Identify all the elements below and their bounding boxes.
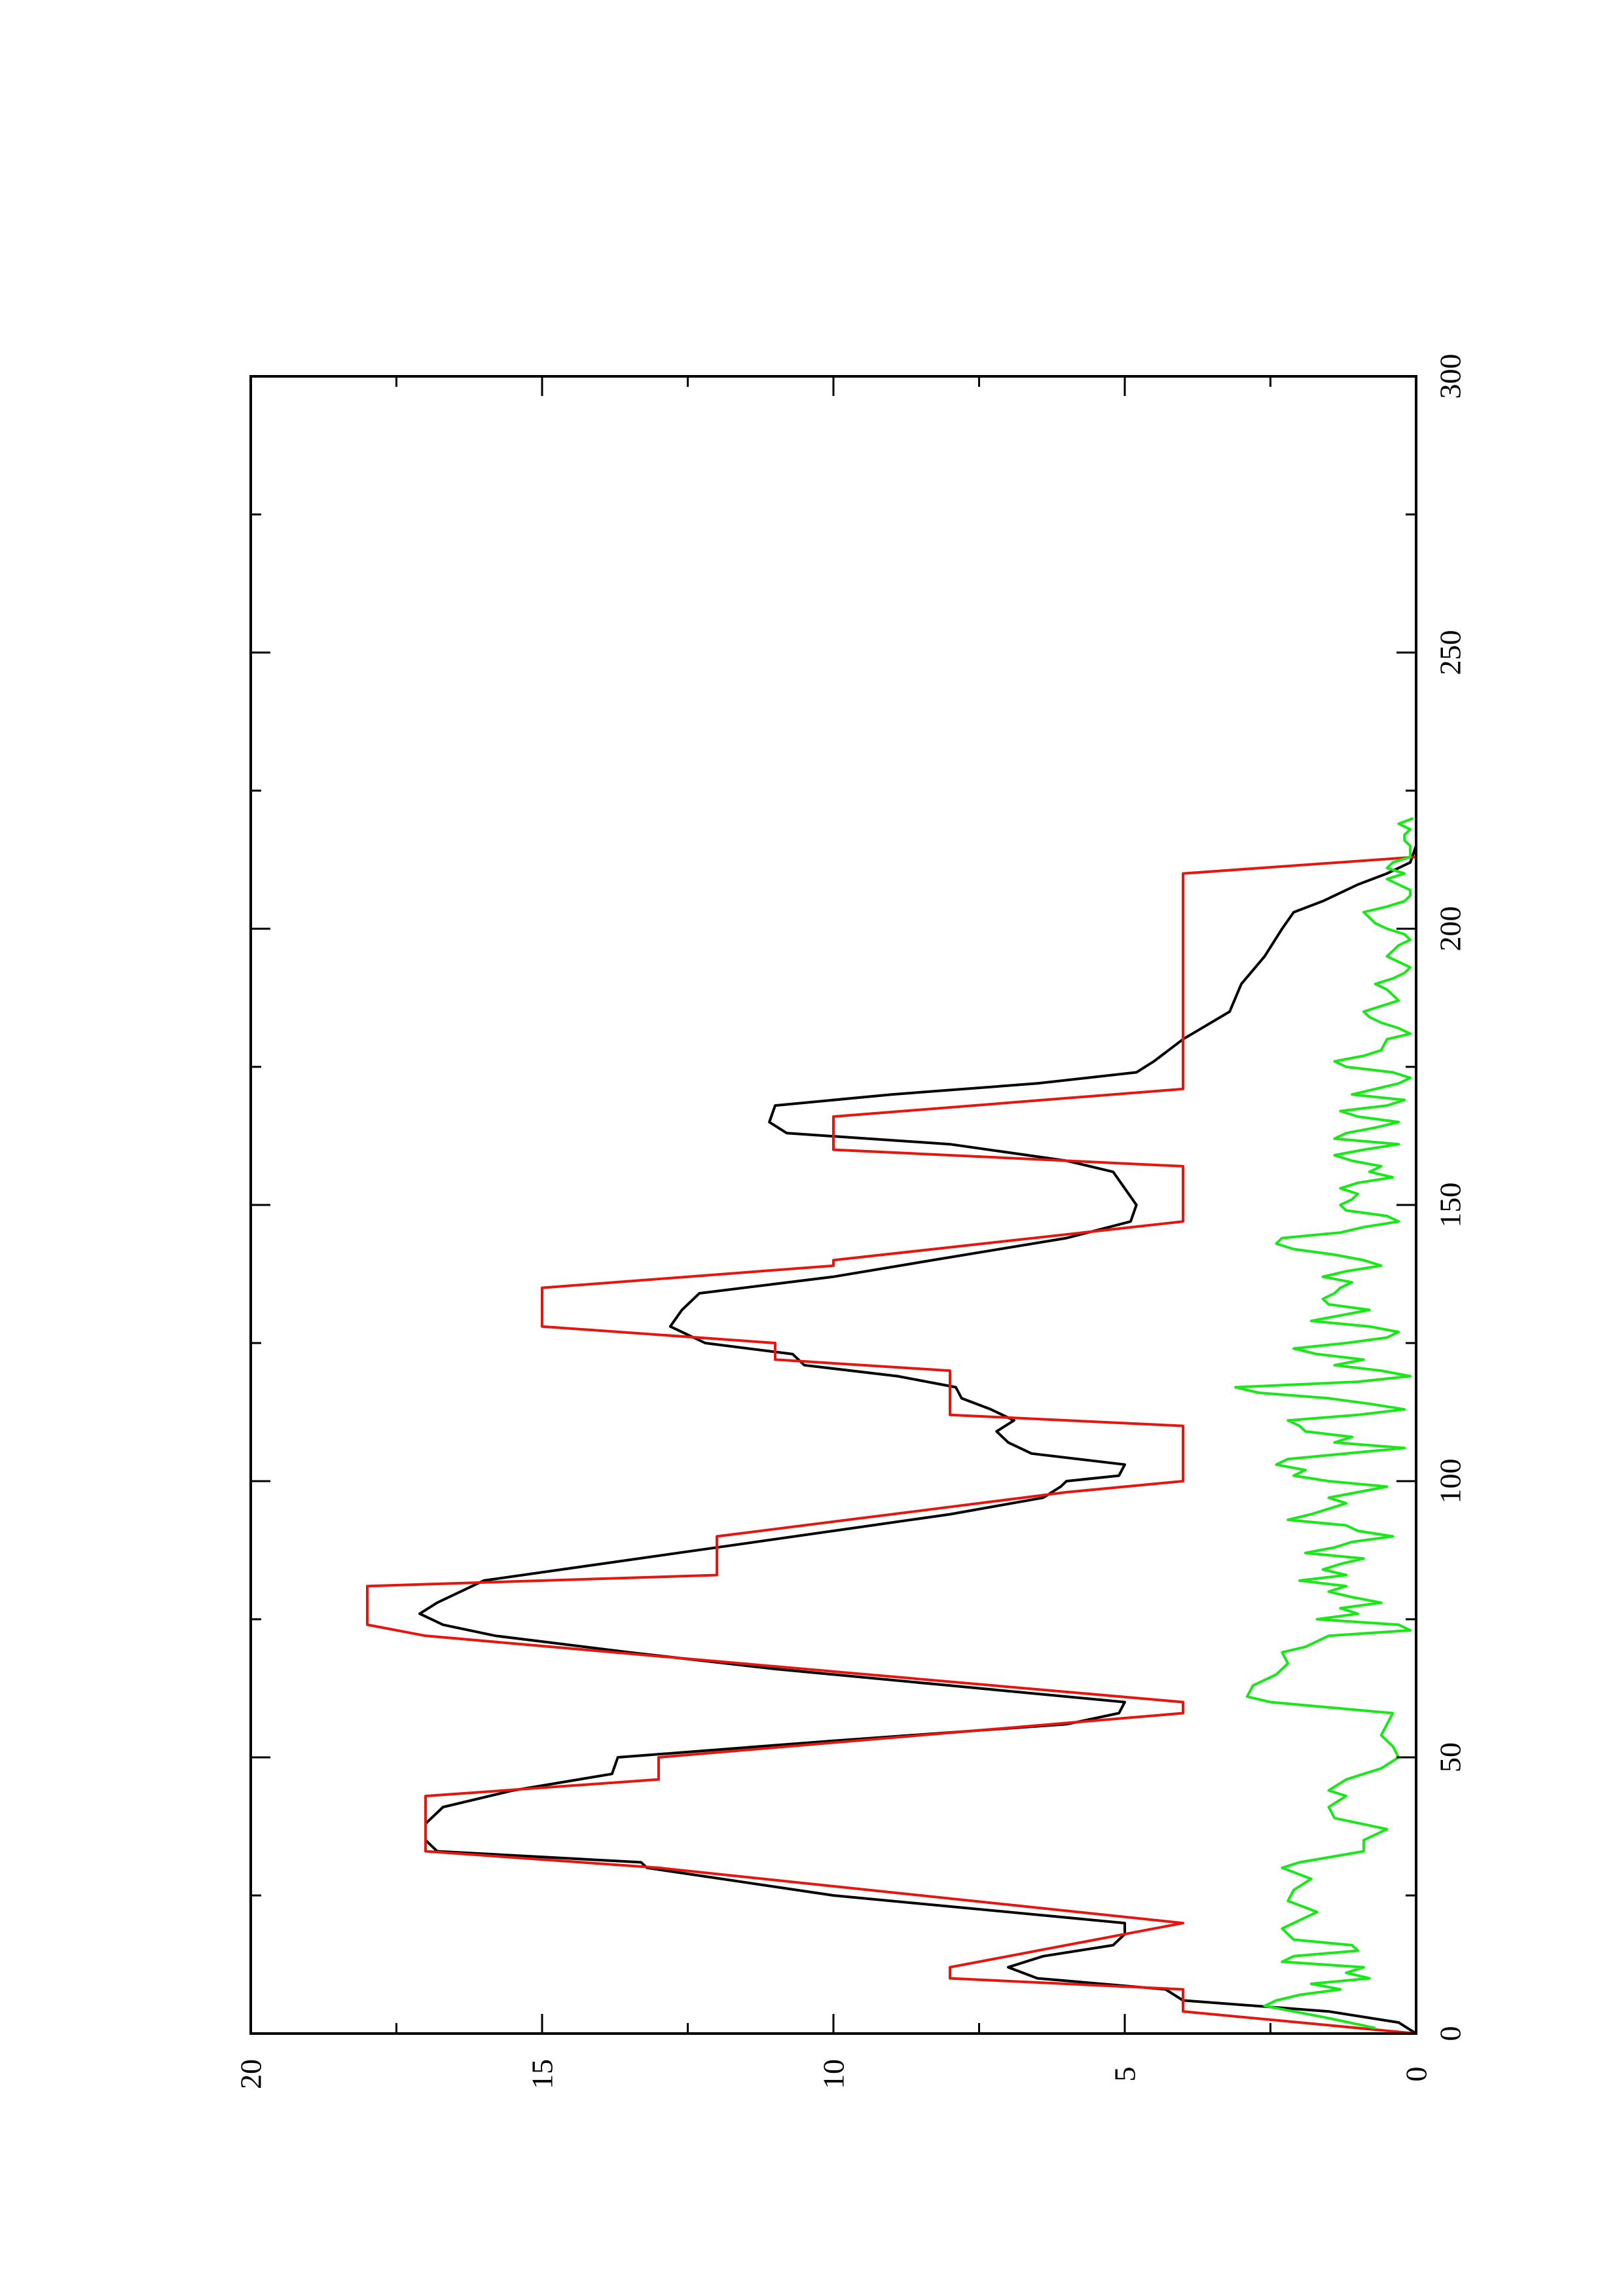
tick-labels: 0 50 100 150 200 250 300 0 5 10 15 20 xyxy=(234,354,1467,2090)
series-layer xyxy=(366,817,1417,2035)
ticks-layer xyxy=(249,375,1417,2035)
y-tick-label: 10 xyxy=(817,2059,850,2089)
x-tick-label: 0 xyxy=(1434,2026,1467,2041)
series-line-2 xyxy=(366,818,1417,2035)
x-tick-label: 250 xyxy=(1434,630,1467,675)
x-tick-label: 150 xyxy=(1434,1183,1467,1228)
series-line-3 xyxy=(1234,817,1414,2030)
y-tick-label: 0 xyxy=(1400,2067,1433,2082)
series-line-1 xyxy=(418,818,1417,2035)
y-tick-label: 15 xyxy=(526,2059,559,2089)
x-tick-label: 100 xyxy=(1434,1459,1467,1504)
y-tick-label: 20 xyxy=(234,2059,268,2089)
x-tick-label: 50 xyxy=(1434,1742,1467,1772)
plot-frame xyxy=(249,375,1417,2035)
x-tick-label: 300 xyxy=(1434,354,1467,399)
x-tick-label: 200 xyxy=(1434,906,1467,952)
y-tick-label: 5 xyxy=(1108,2067,1142,2082)
